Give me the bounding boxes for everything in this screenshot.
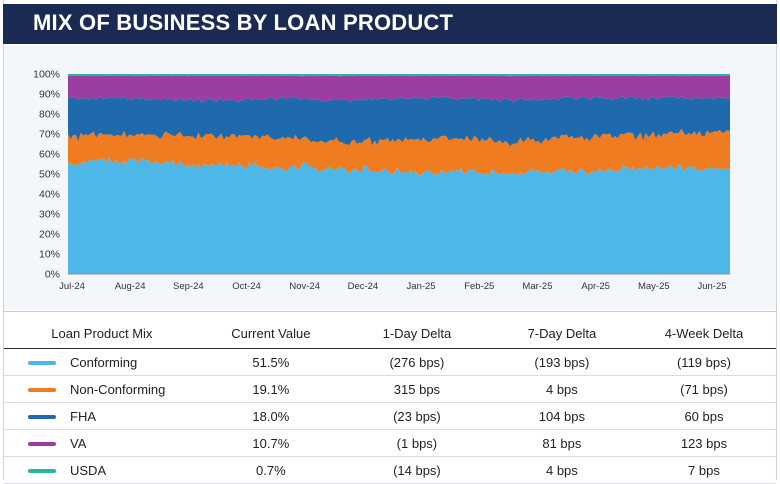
legend-swatch xyxy=(28,441,56,446)
column-header-4week: 4-Week Delta xyxy=(664,325,744,341)
product-name: Conforming xyxy=(70,355,138,371)
table-body: Conforming 51.5% (276 bps) (193 bps) (119 bp… xyxy=(4,349,776,484)
series-area-2 xyxy=(68,95,730,147)
four-week-delta-cell: (119 bps) xyxy=(676,354,731,370)
column-header-1day: 1-Day Delta xyxy=(382,325,452,341)
column-header-current: Current Value xyxy=(231,325,311,341)
legend-swatch xyxy=(28,468,56,473)
table-row: VA 10.7% (1 bps) 81 bps 123 bps xyxy=(4,430,776,457)
one-day-delta-cell: (23 bps) xyxy=(393,408,441,424)
y-tick-label: 0% xyxy=(45,269,60,281)
one-day-delta-cell: (1 bps) xyxy=(396,435,438,451)
product-name: VA xyxy=(70,436,87,452)
series-area-4 xyxy=(68,74,730,77)
x-tick-label: Mar-25 xyxy=(522,281,552,292)
y-tick-label: 60% xyxy=(39,149,60,161)
four-week-delta-cell: 7 bps xyxy=(688,462,720,478)
table-row: USDA 0.7% (14 bps) 4 bps 7 bps xyxy=(4,457,776,484)
chart-panel: 0% 10% 20% 30% 40% 50% 60% 70% 80% 90% 100% Jul-24 A… xyxy=(4,46,776,310)
legend-swatch xyxy=(28,360,56,365)
x-tick-label: Oct-24 xyxy=(232,281,261,292)
four-week-delta-cell: (71 bps) xyxy=(680,381,728,397)
product-cell: FHA xyxy=(4,403,200,430)
product-cell: VA xyxy=(4,430,200,457)
table-row: FHA 18.0% (23 bps) 104 bps 60 bps xyxy=(4,403,776,430)
table-header-row: Loan Product Mix Current Value 1-Day Del… xyxy=(4,318,776,349)
divider xyxy=(3,311,777,312)
four-week-delta-cell: 123 bps xyxy=(680,435,728,451)
column-header-7day: 7-Day Delta xyxy=(527,325,597,341)
x-tick-label: Sep-24 xyxy=(173,281,204,292)
one-day-delta-cell: (276 bps) xyxy=(389,354,445,370)
current-value-cell: 0.7% xyxy=(256,462,286,478)
y-tick-label: 90% xyxy=(39,89,60,101)
x-tick-label: Dec-24 xyxy=(348,281,379,292)
y-tick-label: 10% xyxy=(39,249,60,261)
loan-mix-table: Loan Product Mix Current Value 1-Day Del… xyxy=(4,318,776,484)
page-title: MIX OF BUSINESS BY LOAN PRODUCT xyxy=(33,10,454,35)
column-header-product: Loan Product Mix xyxy=(51,325,153,341)
product-cell: Conforming xyxy=(4,349,200,376)
x-tick-label: Jun-25 xyxy=(697,281,726,292)
one-day-delta-cell: (14 bps) xyxy=(393,462,441,478)
product-name: FHA xyxy=(70,409,96,425)
x-tick-label: Aug-24 xyxy=(115,281,146,292)
series-area-3 xyxy=(68,75,730,103)
legend-swatch xyxy=(28,387,56,392)
current-value-cell: 19.1% xyxy=(252,381,290,397)
y-tick-label: 40% xyxy=(39,189,60,201)
four-week-delta-cell: 60 bps xyxy=(684,408,724,424)
product-name: USDA xyxy=(70,463,107,479)
x-tick-label: Apr-25 xyxy=(581,281,610,292)
current-value-cell: 18.0% xyxy=(252,408,290,424)
series-area-1 xyxy=(68,128,730,177)
table-row: Conforming 51.5% (276 bps) (193 bps) (119 bp… xyxy=(4,349,776,376)
seven-day-delta-cell: 4 bps xyxy=(545,381,578,397)
x-tick-label: May-25 xyxy=(638,281,670,292)
seven-day-delta-cell: 81 bps xyxy=(542,435,582,451)
seven-day-delta-cell: 4 bps xyxy=(545,462,578,478)
y-tick-label: 80% xyxy=(39,109,60,121)
table-row: Non-Conforming 19.1% 315 bps 4 bps (71 bps) xyxy=(4,376,776,403)
seven-day-delta-cell: 104 bps xyxy=(538,408,586,424)
y-tick-label: 100% xyxy=(33,69,60,81)
series-area-0 xyxy=(68,157,730,274)
y-tick-label: 30% xyxy=(39,209,60,221)
x-tick-label: Feb-25 xyxy=(464,281,494,292)
x-tick-label: Jul-24 xyxy=(59,281,85,292)
y-tick-label: 70% xyxy=(39,129,60,141)
current-value-cell: 10.7% xyxy=(252,435,290,451)
stacked-area-chart: 0% 10% 20% 30% 40% 50% 60% 70% 80% 90% 100% Jul-24 A… xyxy=(33,69,730,292)
x-tick-label: Nov-24 xyxy=(289,281,320,292)
one-day-delta-cell: 315 bps xyxy=(393,381,441,397)
product-cell: USDA xyxy=(4,457,200,484)
legend-swatch xyxy=(28,414,56,419)
product-name: Non-Conforming xyxy=(70,382,166,398)
y-tick-label: 50% xyxy=(39,169,60,181)
current-value-cell: 51.5% xyxy=(252,354,290,370)
header-bar: MIX OF BUSINESS BY LOAN PRODUCT xyxy=(3,4,777,44)
seven-day-delta-cell: (193 bps) xyxy=(534,354,590,370)
product-cell: Non-Conforming xyxy=(4,376,200,403)
y-tick-label: 20% xyxy=(39,229,60,241)
x-tick-label: Jan-25 xyxy=(407,281,436,292)
